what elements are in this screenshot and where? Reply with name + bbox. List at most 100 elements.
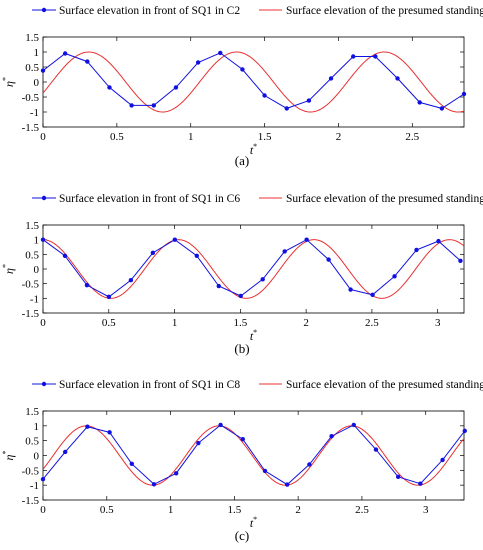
y-tick-label: 0: [34, 264, 40, 276]
series-line-measured: [42, 52, 465, 109]
y-tick-label: -1: [30, 480, 39, 492]
data-point: [351, 54, 356, 59]
y-tick-label: -1: [30, 107, 39, 119]
data-point: [84, 282, 90, 288]
data-point: [216, 283, 221, 289]
x-tick-label: 2.5: [405, 131, 419, 143]
x-tick-label: 1.5: [227, 504, 241, 516]
x-tick-label: 2.5: [355, 504, 369, 516]
legend-marker-measured: [41, 381, 47, 387]
x-tick-label: 0: [40, 131, 46, 143]
data-point: [439, 106, 445, 111]
data-point: [307, 462, 312, 467]
legend-label-standing-wave: Surface elevation of the presumed standi…: [286, 379, 483, 391]
series-line-measured: [42, 239, 461, 298]
data-point: [196, 440, 201, 446]
data-point: [262, 93, 267, 98]
y-tick-label: -0.5: [22, 92, 40, 104]
y-tick-label: -1: [30, 293, 39, 305]
y-tick-label: -1.5: [22, 122, 40, 134]
data-point: [373, 54, 378, 59]
data-point: [107, 85, 112, 90]
data-point: [462, 428, 467, 434]
y-tick-label: 1.5: [25, 406, 39, 418]
data-point: [128, 277, 134, 283]
data-point: [40, 477, 46, 482]
x-tick-label: 0: [40, 504, 46, 516]
data-point: [348, 287, 353, 292]
data-point: [40, 237, 46, 242]
series-line-standing-wave: [43, 51, 464, 113]
data-point: [458, 258, 463, 263]
x-tick-label: 1: [168, 504, 174, 516]
data-point: [306, 98, 312, 103]
data-point: [173, 85, 179, 90]
data-point: [218, 50, 223, 56]
y-tick-label: 0: [34, 77, 40, 89]
data-point: [351, 422, 356, 428]
data-point: [414, 247, 419, 253]
y-axis-label: η*: [1, 77, 16, 87]
data-point: [62, 51, 68, 56]
data-point: [392, 274, 397, 279]
data-point: [373, 447, 379, 452]
data-point: [304, 237, 309, 242]
legend-label-standing-wave: Surface elevation of the presumed standi…: [286, 193, 483, 205]
data-point: [328, 76, 334, 81]
panel-label: (a): [235, 153, 249, 168]
data-point: [218, 422, 223, 428]
y-tick-label: 0: [34, 451, 40, 463]
x-tick-label: 1: [172, 317, 178, 329]
data-point: [172, 237, 178, 242]
x-tick-label: 1: [188, 131, 194, 143]
chart-panel-2: -1.5 -1 -0.5 0 0.5 1 1.5 0 0.5 1 1.5 2 2.5 3 t* η* Surfa…: [1, 193, 483, 356]
legend-label-measured: Surface elevation in front of SQ1 in C8: [59, 379, 240, 391]
data-point: [262, 468, 268, 474]
data-point: [129, 103, 134, 108]
y-tick-label: 1.5: [25, 220, 39, 232]
data-point: [461, 91, 467, 97]
x-axis-label: t*: [250, 328, 257, 343]
data-point: [151, 103, 156, 108]
data-point: [194, 253, 199, 258]
data-point: [329, 434, 334, 439]
data-point: [150, 250, 156, 256]
y-tick-label: 0.5: [25, 249, 39, 261]
x-tick-label: 3: [423, 504, 429, 516]
data-point: [260, 277, 265, 282]
x-tick-label: 0.5: [102, 317, 116, 329]
x-tick-label: 1.5: [258, 131, 272, 143]
series-line-measured: [42, 424, 466, 486]
y-tick-label: -1.5: [22, 308, 40, 320]
data-point: [62, 449, 68, 455]
x-tick-label: 2: [336, 131, 342, 143]
data-point: [173, 471, 179, 476]
data-point: [85, 424, 90, 429]
y-axis-label: η*: [1, 264, 16, 274]
data-point: [129, 461, 134, 467]
data-point: [85, 59, 90, 64]
x-tick-label: 2.5: [365, 317, 379, 329]
series-line-standing-wave: [43, 425, 464, 486]
y-tick-label: 1: [34, 421, 40, 433]
data-point: [240, 436, 245, 442]
data-point: [107, 430, 112, 435]
data-point: [40, 68, 46, 73]
x-tick-label: 3: [435, 317, 441, 329]
panel-label: (c): [235, 528, 249, 543]
data-point: [436, 238, 441, 244]
data-point: [395, 76, 400, 81]
legend-marker-measured: [41, 195, 47, 201]
x-axis-label: t*: [250, 142, 257, 157]
panel-label: (b): [234, 341, 249, 356]
data-point: [417, 100, 422, 105]
plot-frame: [42, 410, 465, 501]
data-point: [282, 249, 287, 254]
data-point: [326, 257, 331, 262]
x-tick-label: 0: [40, 317, 46, 329]
series-line-standing-wave: [43, 239, 464, 299]
data-point: [195, 60, 201, 65]
x-tick-label: 2: [303, 317, 309, 329]
x-tick-label: 2: [295, 504, 301, 516]
data-point: [284, 482, 290, 487]
